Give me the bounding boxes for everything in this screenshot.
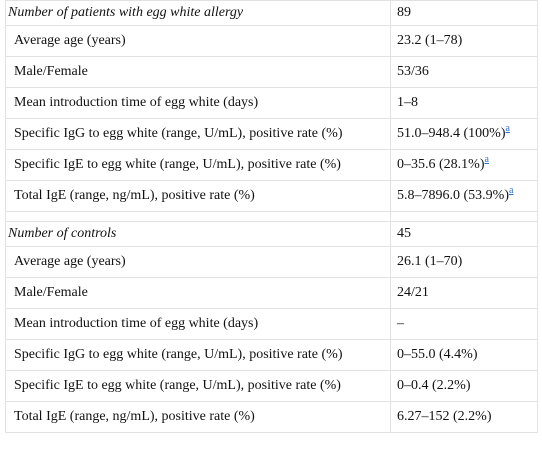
row-label: Mean introduction time of egg white (day… — [5, 87, 391, 119]
row-value-text: 1–8 — [397, 95, 418, 110]
patients-row: Average age (years) 23.2 (1–78) — [5, 25, 538, 57]
row-value-text: 23.2 (1–78) — [397, 33, 463, 48]
row-value-text: 0–55.0 (4.4%) — [397, 347, 478, 362]
row-label: Specific IgE to egg white (range, U/mL),… — [5, 149, 391, 181]
patients-header-label: Number of patients with egg white allerg… — [5, 0, 391, 26]
row-label: Male/Female — [5, 277, 391, 309]
row-value: – — [390, 308, 538, 340]
characteristics-table: Number of patients with egg white allerg… — [5, 0, 538, 433]
patients-row: Specific IgG to egg white (range, U/mL),… — [5, 118, 538, 150]
controls-row: Specific IgE to egg white (range, U/mL),… — [5, 370, 538, 402]
row-value: 26.1 (1–70) — [390, 246, 538, 278]
patients-header-row: Number of patients with egg white allerg… — [5, 0, 538, 26]
footnote-marker: a — [485, 152, 489, 165]
patients-row: Male/Female 53/36 — [5, 56, 538, 88]
row-value: 0–35.6 (28.1%)a — [390, 149, 538, 181]
row-label: Specific IgG to egg white (range, U/mL),… — [5, 339, 391, 371]
row-label: Average age (years) — [5, 246, 391, 278]
row-label: Average age (years) — [5, 25, 391, 57]
row-value-text: 51.0–948.4 (100%) — [397, 126, 506, 141]
row-value: 24/21 — [390, 277, 538, 309]
row-label: Specific IgG to egg white (range, U/mL),… — [5, 118, 391, 150]
row-value-text: 0–35.6 (28.1%) — [397, 157, 485, 172]
patients-header-value: 89 — [390, 0, 538, 26]
footnote-marker: a — [509, 183, 513, 196]
row-value-text: 5.8–7896.0 (53.9%) — [397, 188, 509, 203]
patients-row: Specific IgE to egg white (range, U/mL),… — [5, 149, 538, 181]
section-spacer — [5, 211, 538, 222]
row-value: 5.8–7896.0 (53.9%)a — [390, 180, 538, 212]
footnote-marker: a — [506, 121, 510, 134]
row-value-text: 26.1 (1–70) — [397, 254, 463, 269]
row-label: Total IgE (range, ng/mL), positive rate … — [5, 180, 391, 212]
row-value-text: 6.27–152 (2.2%) — [397, 409, 492, 424]
row-value: 6.27–152 (2.2%) — [390, 401, 538, 433]
row-value-text: – — [397, 316, 404, 331]
row-value: 0–55.0 (4.4%) — [390, 339, 538, 371]
controls-row: Mean introduction time of egg white (day… — [5, 308, 538, 340]
row-value: 53/36 — [390, 56, 538, 88]
row-value-text: 0–0.4 (2.2%) — [397, 378, 471, 393]
row-value: 51.0–948.4 (100%)a — [390, 118, 538, 150]
row-label: Total IgE (range, ng/mL), positive rate … — [5, 401, 391, 433]
row-value: 1–8 — [390, 87, 538, 119]
controls-row: Average age (years) 26.1 (1–70) — [5, 246, 538, 278]
controls-header-label: Number of controls — [5, 221, 391, 247]
row-value: 0–0.4 (2.2%) — [390, 370, 538, 402]
row-value-text: 53/36 — [397, 64, 429, 79]
footnote-link[interactable]: a — [484, 154, 489, 166]
patients-row: Mean introduction time of egg white (day… — [5, 87, 538, 119]
table-body: Number of patients with egg white allerg… — [5, 0, 538, 433]
row-value-text: 24/21 — [397, 285, 429, 300]
controls-row: Total IgE (range, ng/mL), positive rate … — [5, 401, 538, 433]
controls-header-value: 45 — [390, 221, 538, 247]
row-label: Mean introduction time of egg white (day… — [5, 308, 391, 340]
controls-row: Specific IgG to egg white (range, U/mL),… — [5, 339, 538, 371]
row-label: Male/Female — [5, 56, 391, 88]
patients-row: Total IgE (range, ng/mL), positive rate … — [5, 180, 538, 212]
footnote-link[interactable]: a — [509, 185, 514, 197]
footnote-link[interactable]: a — [505, 123, 510, 135]
row-label: Specific IgE to egg white (range, U/mL),… — [5, 370, 391, 402]
controls-row: Male/Female 24/21 — [5, 277, 538, 309]
controls-header-row: Number of controls 45 — [5, 221, 538, 247]
row-value: 23.2 (1–78) — [390, 25, 538, 57]
